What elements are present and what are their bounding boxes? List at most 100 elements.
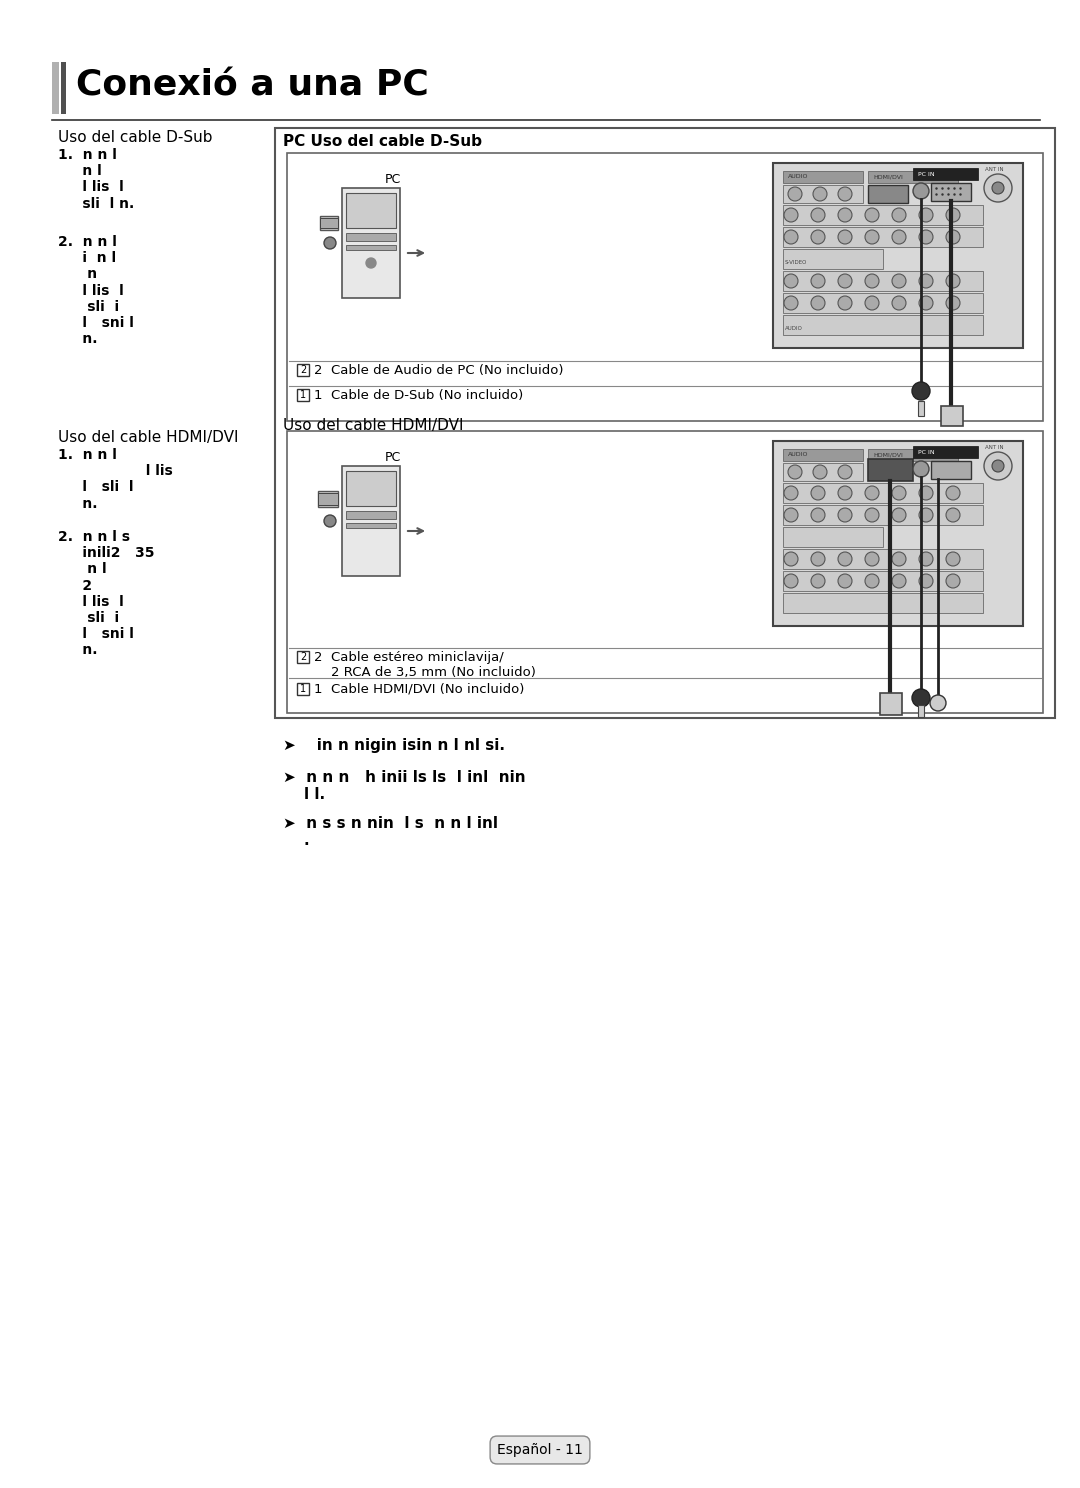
Circle shape (811, 574, 825, 588)
Circle shape (784, 274, 798, 289)
Bar (346, 522, 396, 528)
Circle shape (946, 274, 960, 289)
Text: 2.  n n l
     i  n l
      n
     l lis  l
      sli  i
     l   sni l
     n.: 2. n n l i n l n l lis l sli i l sni l n… (58, 235, 134, 347)
Circle shape (892, 274, 906, 289)
Text: 2  Cable estéreo miniclavija/
    2 RCA de 3,5 mm (No incluido): 2 Cable estéreo miniclavija/ 2 RCA de 3,… (314, 652, 536, 679)
Text: ➤  n s s n nin  l s  n n l inl
    .: ➤ n s s n nin l s n n l inl . (283, 815, 498, 848)
Circle shape (946, 574, 960, 588)
Bar (297, 388, 309, 400)
Bar (783, 185, 863, 202)
Text: AUDIO: AUDIO (788, 452, 809, 457)
Circle shape (946, 507, 960, 522)
Bar (773, 440, 1023, 626)
Bar (931, 461, 971, 479)
Bar (346, 193, 396, 228)
Bar (783, 549, 983, 568)
Text: 1.  n n l
                  l lis
     l   sli  l
     n.: 1. n n l l lis l sli l n. (58, 448, 173, 510)
Circle shape (865, 296, 879, 310)
Circle shape (784, 487, 798, 500)
Text: 1.  n n l
     n l
     l lis  l
     sli  l n.: 1. n n l n l l lis l sli l n. (58, 147, 134, 211)
Circle shape (811, 274, 825, 289)
Circle shape (366, 257, 376, 268)
Bar (868, 449, 958, 461)
Text: Uso del cable HDMI/DVI: Uso del cable HDMI/DVI (58, 430, 239, 445)
Circle shape (865, 507, 879, 522)
Circle shape (892, 208, 906, 222)
Text: Español - 11: Español - 11 (497, 1443, 583, 1457)
Circle shape (993, 460, 1004, 472)
Bar (783, 527, 883, 548)
Text: AUDIO: AUDIO (785, 326, 802, 330)
Circle shape (865, 274, 879, 289)
Circle shape (838, 464, 852, 479)
Text: PC IN: PC IN (918, 171, 934, 177)
Circle shape (865, 574, 879, 588)
Bar (783, 449, 863, 461)
Circle shape (784, 231, 798, 244)
Bar (783, 315, 983, 335)
Circle shape (784, 574, 798, 588)
Text: S-VIDEO: S-VIDEO (785, 260, 808, 265)
Bar (346, 510, 396, 519)
Bar (52, 62, 59, 115)
Bar (931, 183, 971, 201)
Circle shape (811, 507, 825, 522)
Text: 1: 1 (300, 390, 306, 400)
Bar (297, 365, 309, 376)
Text: Uso del cable HDMI/DVI: Uso del cable HDMI/DVI (283, 418, 463, 433)
Circle shape (946, 552, 960, 565)
Circle shape (865, 487, 879, 500)
Circle shape (993, 182, 1004, 193)
Bar (783, 504, 983, 525)
Circle shape (946, 487, 960, 500)
Bar (287, 432, 1043, 713)
Circle shape (784, 208, 798, 222)
Circle shape (838, 552, 852, 565)
Circle shape (892, 552, 906, 565)
Circle shape (984, 174, 1012, 202)
Bar (918, 400, 924, 417)
Bar (783, 293, 983, 312)
Circle shape (919, 274, 933, 289)
Text: Conexió a una PC: Conexió a una PC (76, 68, 429, 103)
Circle shape (838, 296, 852, 310)
Bar (346, 472, 396, 506)
Circle shape (838, 187, 852, 201)
Bar (318, 493, 338, 504)
Circle shape (892, 296, 906, 310)
Circle shape (811, 208, 825, 222)
Circle shape (865, 552, 879, 565)
Bar (783, 248, 883, 269)
Circle shape (813, 187, 827, 201)
Text: 1  Cable de D-Sub (No incluido): 1 Cable de D-Sub (No incluido) (314, 388, 523, 402)
Text: 2  Cable de Audio de PC (No incluido): 2 Cable de Audio de PC (No incluido) (314, 365, 564, 376)
Bar (275, 128, 1055, 719)
Circle shape (813, 464, 827, 479)
Circle shape (919, 231, 933, 244)
Text: PC: PC (384, 173, 402, 186)
Circle shape (811, 552, 825, 565)
Circle shape (784, 507, 798, 522)
Bar (868, 171, 958, 183)
Bar (320, 219, 338, 228)
Bar (342, 187, 400, 298)
Bar (297, 652, 309, 664)
Bar (783, 171, 863, 183)
Circle shape (838, 487, 852, 500)
Circle shape (865, 231, 879, 244)
Circle shape (919, 574, 933, 588)
Bar (868, 458, 913, 481)
Circle shape (930, 695, 946, 711)
Circle shape (946, 208, 960, 222)
Circle shape (946, 231, 960, 244)
Bar (346, 246, 396, 250)
Circle shape (912, 382, 930, 400)
Bar (783, 484, 983, 503)
Bar (783, 463, 863, 481)
Circle shape (838, 208, 852, 222)
Bar (941, 406, 963, 426)
Circle shape (892, 507, 906, 522)
Circle shape (919, 296, 933, 310)
Circle shape (865, 208, 879, 222)
Circle shape (946, 296, 960, 310)
